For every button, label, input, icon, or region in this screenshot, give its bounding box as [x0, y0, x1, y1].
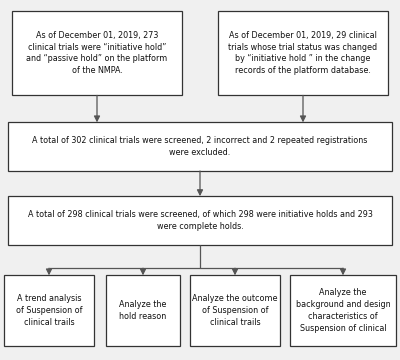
FancyBboxPatch shape: [218, 11, 388, 95]
Text: Analyze the
background and design
characteristics of
Suspension of clinical: Analyze the background and design charac…: [296, 288, 390, 333]
FancyBboxPatch shape: [190, 275, 280, 346]
Text: A trend analysis
of Suspension of
clinical trails: A trend analysis of Suspension of clinic…: [16, 294, 82, 327]
Text: A total of 302 clinical trials were screened, 2 incorrect and 2 repeated registr: A total of 302 clinical trials were scre…: [32, 136, 368, 157]
Text: A total of 298 clinical trials were screened, of which 298 were initiative holds: A total of 298 clinical trials were scre…: [28, 210, 372, 231]
Text: As of December 01, 2019, 29 clinical
trials whose trial status was changed
by “i: As of December 01, 2019, 29 clinical tri…: [228, 31, 378, 75]
Text: Analyze the outcome
of Suspension of
clinical trails: Analyze the outcome of Suspension of cli…: [192, 294, 278, 327]
FancyBboxPatch shape: [12, 11, 182, 95]
FancyBboxPatch shape: [8, 196, 392, 245]
FancyBboxPatch shape: [4, 275, 94, 346]
Text: Analyze the
hold reason: Analyze the hold reason: [119, 300, 167, 321]
FancyBboxPatch shape: [106, 275, 180, 346]
FancyBboxPatch shape: [290, 275, 396, 346]
FancyBboxPatch shape: [8, 122, 392, 171]
Text: As of December 01, 2019, 273
clinical trials were “initiative hold”
and “passive: As of December 01, 2019, 273 clinical tr…: [26, 31, 168, 75]
